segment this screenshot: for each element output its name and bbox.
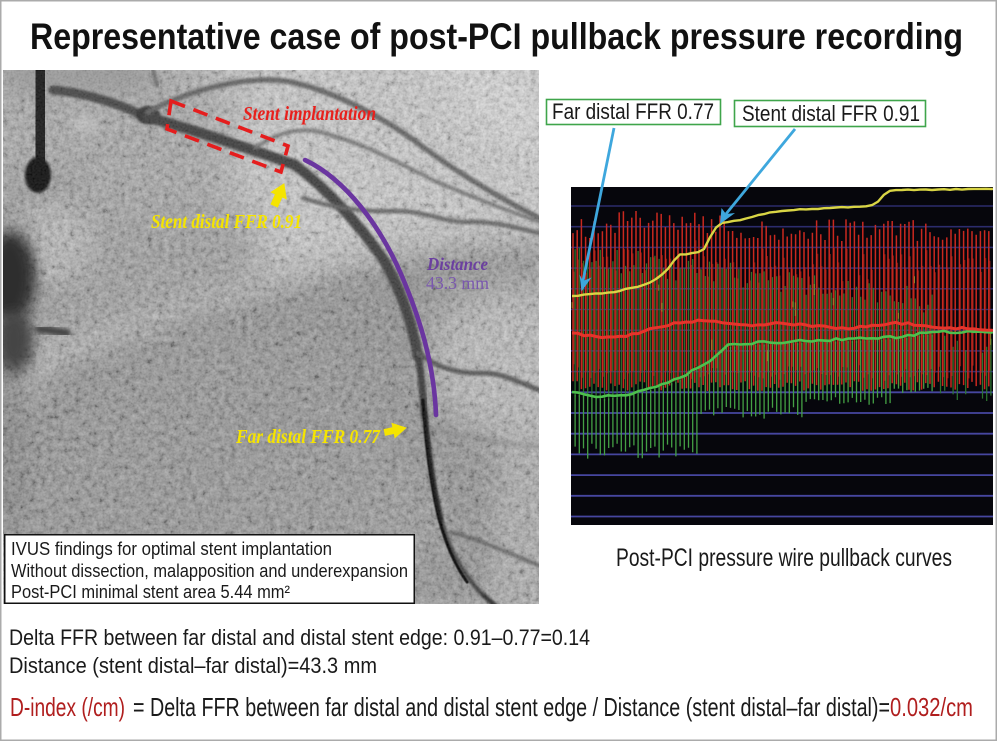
svg-text:43.3 mm: 43.3 mm [426, 273, 489, 293]
svg-text:0.032/cm: 0.032/cm [890, 692, 973, 722]
svg-text:Far distal FFR 0.77: Far distal FFR 0.77 [552, 99, 714, 124]
svg-text:Stent implantation: Stent implantation [243, 103, 376, 125]
svg-text:Far distal FFR 0.77: Far distal FFR 0.77 [235, 426, 381, 448]
svg-text:Distance (stent distal–far dis: Distance (stent distal–far distal)=43.3 … [9, 653, 377, 678]
svg-text:IVUS findings for optimal sten: IVUS findings for optimal stent implanta… [11, 539, 332, 559]
svg-text:Post-PCI minimal stent area 5.: Post-PCI minimal stent area 5.44 mm² [11, 582, 290, 602]
svg-text:Stent distal FFR 0.91: Stent distal FFR 0.91 [151, 211, 302, 233]
svg-text:Without dissection, malapposit: Without dissection, malapposition and un… [11, 561, 408, 581]
svg-text:Stent distal FFR 0.91: Stent distal FFR 0.91 [742, 101, 920, 126]
svg-text:Distance: Distance [426, 254, 488, 274]
svg-text:Delta FFR between far distal a: Delta FFR between far distal and distal … [9, 625, 590, 650]
svg-text:D-index (/cm): D-index (/cm) [10, 692, 125, 722]
svg-text:= Delta FFR between far distal: = Delta FFR between far distal and dista… [133, 692, 890, 722]
svg-text:Representative case of post-PC: Representative case of post-PCI pullback… [30, 16, 963, 57]
svg-text:Post-PCI pressure wire pullbac: Post-PCI pressure wire pullback curves [616, 544, 952, 572]
